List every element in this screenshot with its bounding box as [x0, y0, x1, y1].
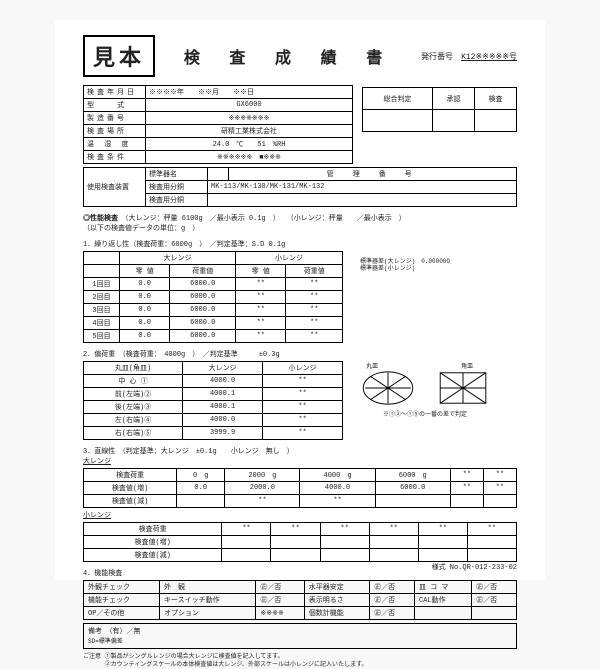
- remarks-box: 備考 （有）／無 SD=標準偏差: [83, 623, 517, 649]
- footnotes: ご注意 ①製品がシングルレンジの場合大レンジに検査値を記入してます。 ②カウンテ…: [83, 653, 517, 669]
- inspection-report: 見本 検 査 成 績 書 発行番号K12※※※※※号 検査年月日※※※※年 ※※…: [55, 20, 545, 580]
- square-pan-icon: [433, 369, 493, 407]
- doc-title: 検 査 成 績 書: [184, 44, 392, 68]
- corner-table: 丸皿(角皿)大レンジ小レンジ 中 心 ①4000.0** 前(左端)②4000.…: [83, 361, 343, 440]
- sd-note: 標準器差(大レンジ) 0.000000標準器差(小レンジ): [360, 258, 450, 272]
- sec4: 4．機能検査 外観チェック外 観㊣／否水平器安定㊣／否皿 コ マ㊣／否 機能チェ…: [83, 568, 517, 620]
- repeat-table: 大レンジ小レンジ 零 値荷重値零 値荷重値 1回目0.06000.0**** 2…: [83, 251, 343, 343]
- perf-sec: ◎性能検査 （大レンジ：秤量 6100g ／最小表示 0.1g ） （小レンジ：…: [83, 213, 517, 233]
- form-no: 様式 No.QR-012-233-02: [432, 562, 517, 572]
- issue-no: 発行番号K12※※※※※号: [421, 51, 517, 62]
- linear-table-1: 検査荷重0 g2000 g4000 g6000 g**** 検査値(増)0.02…: [83, 468, 517, 508]
- sample-stamp: 見本: [83, 35, 155, 77]
- sec2: 2．偏荷重 （検査荷重： 4000g ） ／判定基準 ±0.3g 丸皿(角皿)大…: [83, 349, 517, 440]
- corner-note: ※①②～①⑤の一番の差で判定: [383, 409, 467, 418]
- func-table: 外観チェック外 観㊣／否水平器安定㊣／否皿 コ マ㊣／否 機能チェックキースイッ…: [83, 580, 517, 620]
- meta-table: 検査年月日※※※※年 ※※月 ※※日 型 式GX6000 製造番号※※※※※※※…: [83, 85, 353, 164]
- round-pan-icon: [358, 369, 418, 407]
- judge-table: 総合判定承認検査: [362, 87, 517, 132]
- header: 見本 検 査 成 績 書 発行番号K12※※※※※号: [83, 35, 517, 77]
- linear-table-2: 検査荷重************ 検査値(増) 検査値(減): [83, 522, 517, 562]
- sec3: 3．直線性 （判定基準：大レンジ ±0.1g 小レンジ 無し ） 大レンジ 検査…: [83, 446, 517, 562]
- equip-table: 使用検査装置標準器名管 理 番 号 検査用分銅MK-113/MK-130/MK-…: [83, 167, 517, 207]
- sec1: 1．繰り返し性（検査荷重：6000g ） ／判定基準：S.D 0.1g 大レンジ…: [83, 239, 517, 343]
